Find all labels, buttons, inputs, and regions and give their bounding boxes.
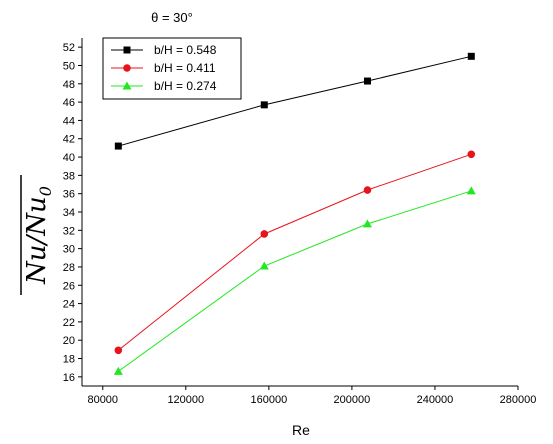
x-tick-label: 80000 [87,394,118,406]
data-point [467,150,476,159]
legend-items: b/H = 0.548 b/H = 0.411 b/H = 0.274 [111,43,217,93]
x-axis-label: Re [292,422,310,438]
legend-label: b/H = 0.274 [154,79,217,93]
data-point [260,230,269,238]
y-axis-label: Nu/Nu0 [20,175,55,295]
data-point [362,219,372,228]
y-tick-label: 18 [63,354,75,366]
data-point [114,346,123,355]
legend: b/H = 0.548 b/H = 0.411 b/H = 0.274 [102,37,242,100]
svg-text:Nu/Nu0: Nu/Nu0 [22,186,55,285]
x-tick-label: 240000 [417,394,454,406]
x-tick-label: 120000 [167,394,204,406]
y-tick-label: 16 [63,372,75,384]
data-point [467,52,475,60]
series-3 [113,186,476,375]
legend-label: b/H = 0.548 [154,43,217,57]
y-tick-label: 36 [63,189,75,201]
data-point [466,186,476,195]
y-tick-label: 24 [63,299,75,311]
y-tick-label: 22 [63,317,75,329]
data-point [260,101,268,109]
series-layer [113,52,476,375]
series-line [118,190,472,372]
data-point [363,77,371,85]
series-2 [114,150,476,355]
data-point [363,186,372,194]
x-ticks: 80000 120000 160000 200000 240000 280000 [87,386,536,406]
y-tick-label: 52 [63,42,75,54]
y-ticks: 16 18 20 22 24 26 28 30 32 34 36 38 40 42 44 46 48 50 52 [63,42,82,384]
legend-item: b/H = 0.411 [111,61,216,75]
series-line [118,153,472,351]
y-axis-label-text: Nu/Nu [22,196,52,285]
legend-marker [123,64,131,72]
y-tick-label: 40 [63,152,75,164]
y-tick-label: 42 [63,134,75,146]
x-tick-label: 160000 [250,394,287,406]
data-point [114,142,122,150]
y-tick-label: 46 [63,97,75,109]
y-tick-label: 38 [63,170,75,182]
plot-area: 80000 120000 160000 200000 240000 280000 16 18… [63,38,536,406]
y-tick-label: 50 [63,60,75,72]
y-tick-label: 20 [63,335,75,347]
y-tick-label: 26 [63,280,75,292]
legend-marker [122,81,132,90]
legend-label: b/H = 0.411 [154,61,216,75]
y-tick-label: 28 [63,262,75,274]
legend-item: b/H = 0.274 [111,79,217,93]
chart-title: θ = 30° [151,10,193,25]
y-tick-label: 48 [63,79,75,91]
y-tick-label: 34 [63,207,75,219]
data-point [113,366,123,375]
y-tick-label: 32 [63,225,75,237]
series-1 [114,52,475,150]
data-point [259,261,269,270]
y-tick-label: 44 [63,115,75,127]
legend-item: b/H = 0.548 [111,43,217,57]
legend-marker [123,46,131,54]
x-tick-label: 200000 [334,394,371,406]
x-tick-label: 280000 [500,394,537,406]
y-tick-label: 30 [63,244,75,256]
y-axis-label-subscript: 0 [36,186,55,196]
series-line [118,55,472,147]
